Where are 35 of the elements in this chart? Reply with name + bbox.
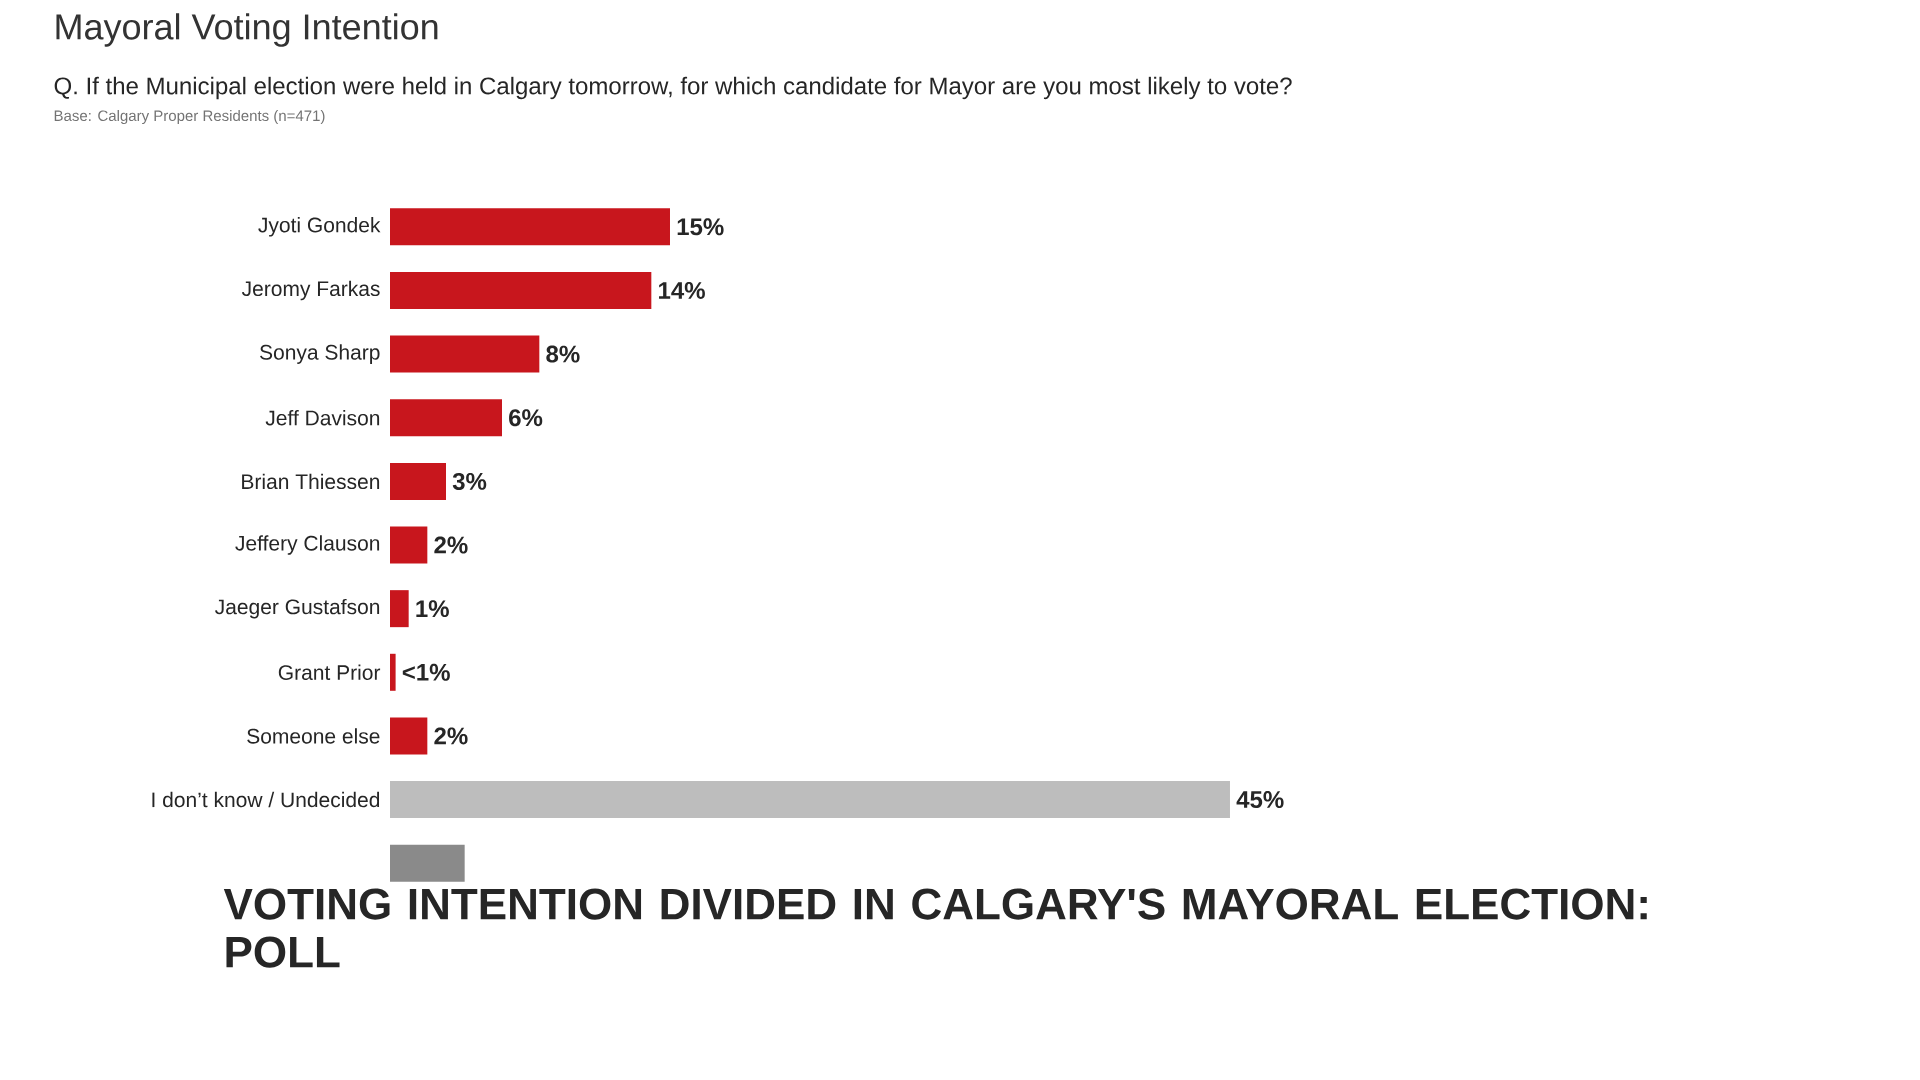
data-label: 2% (434, 536, 468, 554)
y-tick-label: Jaeger Gustafson (215, 598, 380, 619)
bar (390, 781, 1230, 819)
data-label: 8% (546, 345, 580, 363)
data-label: 15% (677, 218, 724, 236)
bar (390, 844, 465, 882)
data-label: <1% (402, 663, 450, 681)
y-tick-label: I don’t know / Undecided (152, 791, 380, 808)
y-tick-label: Sonya Sharp (260, 344, 380, 364)
y-tick-label: Grant Prior (278, 664, 381, 680)
bar (390, 717, 428, 755)
y-tick-label: Jeromy Farkas (241, 280, 380, 301)
bar (390, 399, 502, 437)
data-label: 1% (416, 600, 449, 618)
annotation: VOTING INTENTION DIVIDED IN CALGARY'S MAYORAL ELECTION: POLL (223, 888, 1647, 968)
text: Base: Calgary Proper Residents (n=471) (54, 110, 325, 124)
data-label: 3% (452, 472, 487, 490)
bar (390, 653, 396, 691)
data-label: 6% (509, 409, 543, 427)
bar (390, 208, 670, 246)
y-tick-label: Someone else (247, 728, 380, 744)
bar (390, 590, 409, 628)
y-tick-label: Brian Thiessen (242, 473, 380, 490)
bar (390, 462, 446, 500)
y-tick-label: Jeffery Clauson (235, 535, 380, 555)
bar (390, 271, 652, 309)
y-tick-label: Jyoti Gondek (258, 217, 381, 237)
y-tick-label: Jeff Davison (265, 410, 380, 426)
data-label: 45% (1236, 791, 1284, 809)
chart-title: Mayoral Voting Intention (56, 13, 438, 47)
chart-subtitle: Q. If the Municipal election were held in Calgary tomorrow, for which candidate for Mayor are you most likely to vote? (54, 76, 1292, 100)
bar (390, 335, 540, 373)
data-label: 14% (659, 282, 705, 299)
bar (390, 526, 428, 564)
data-label: 2% (434, 727, 468, 745)
